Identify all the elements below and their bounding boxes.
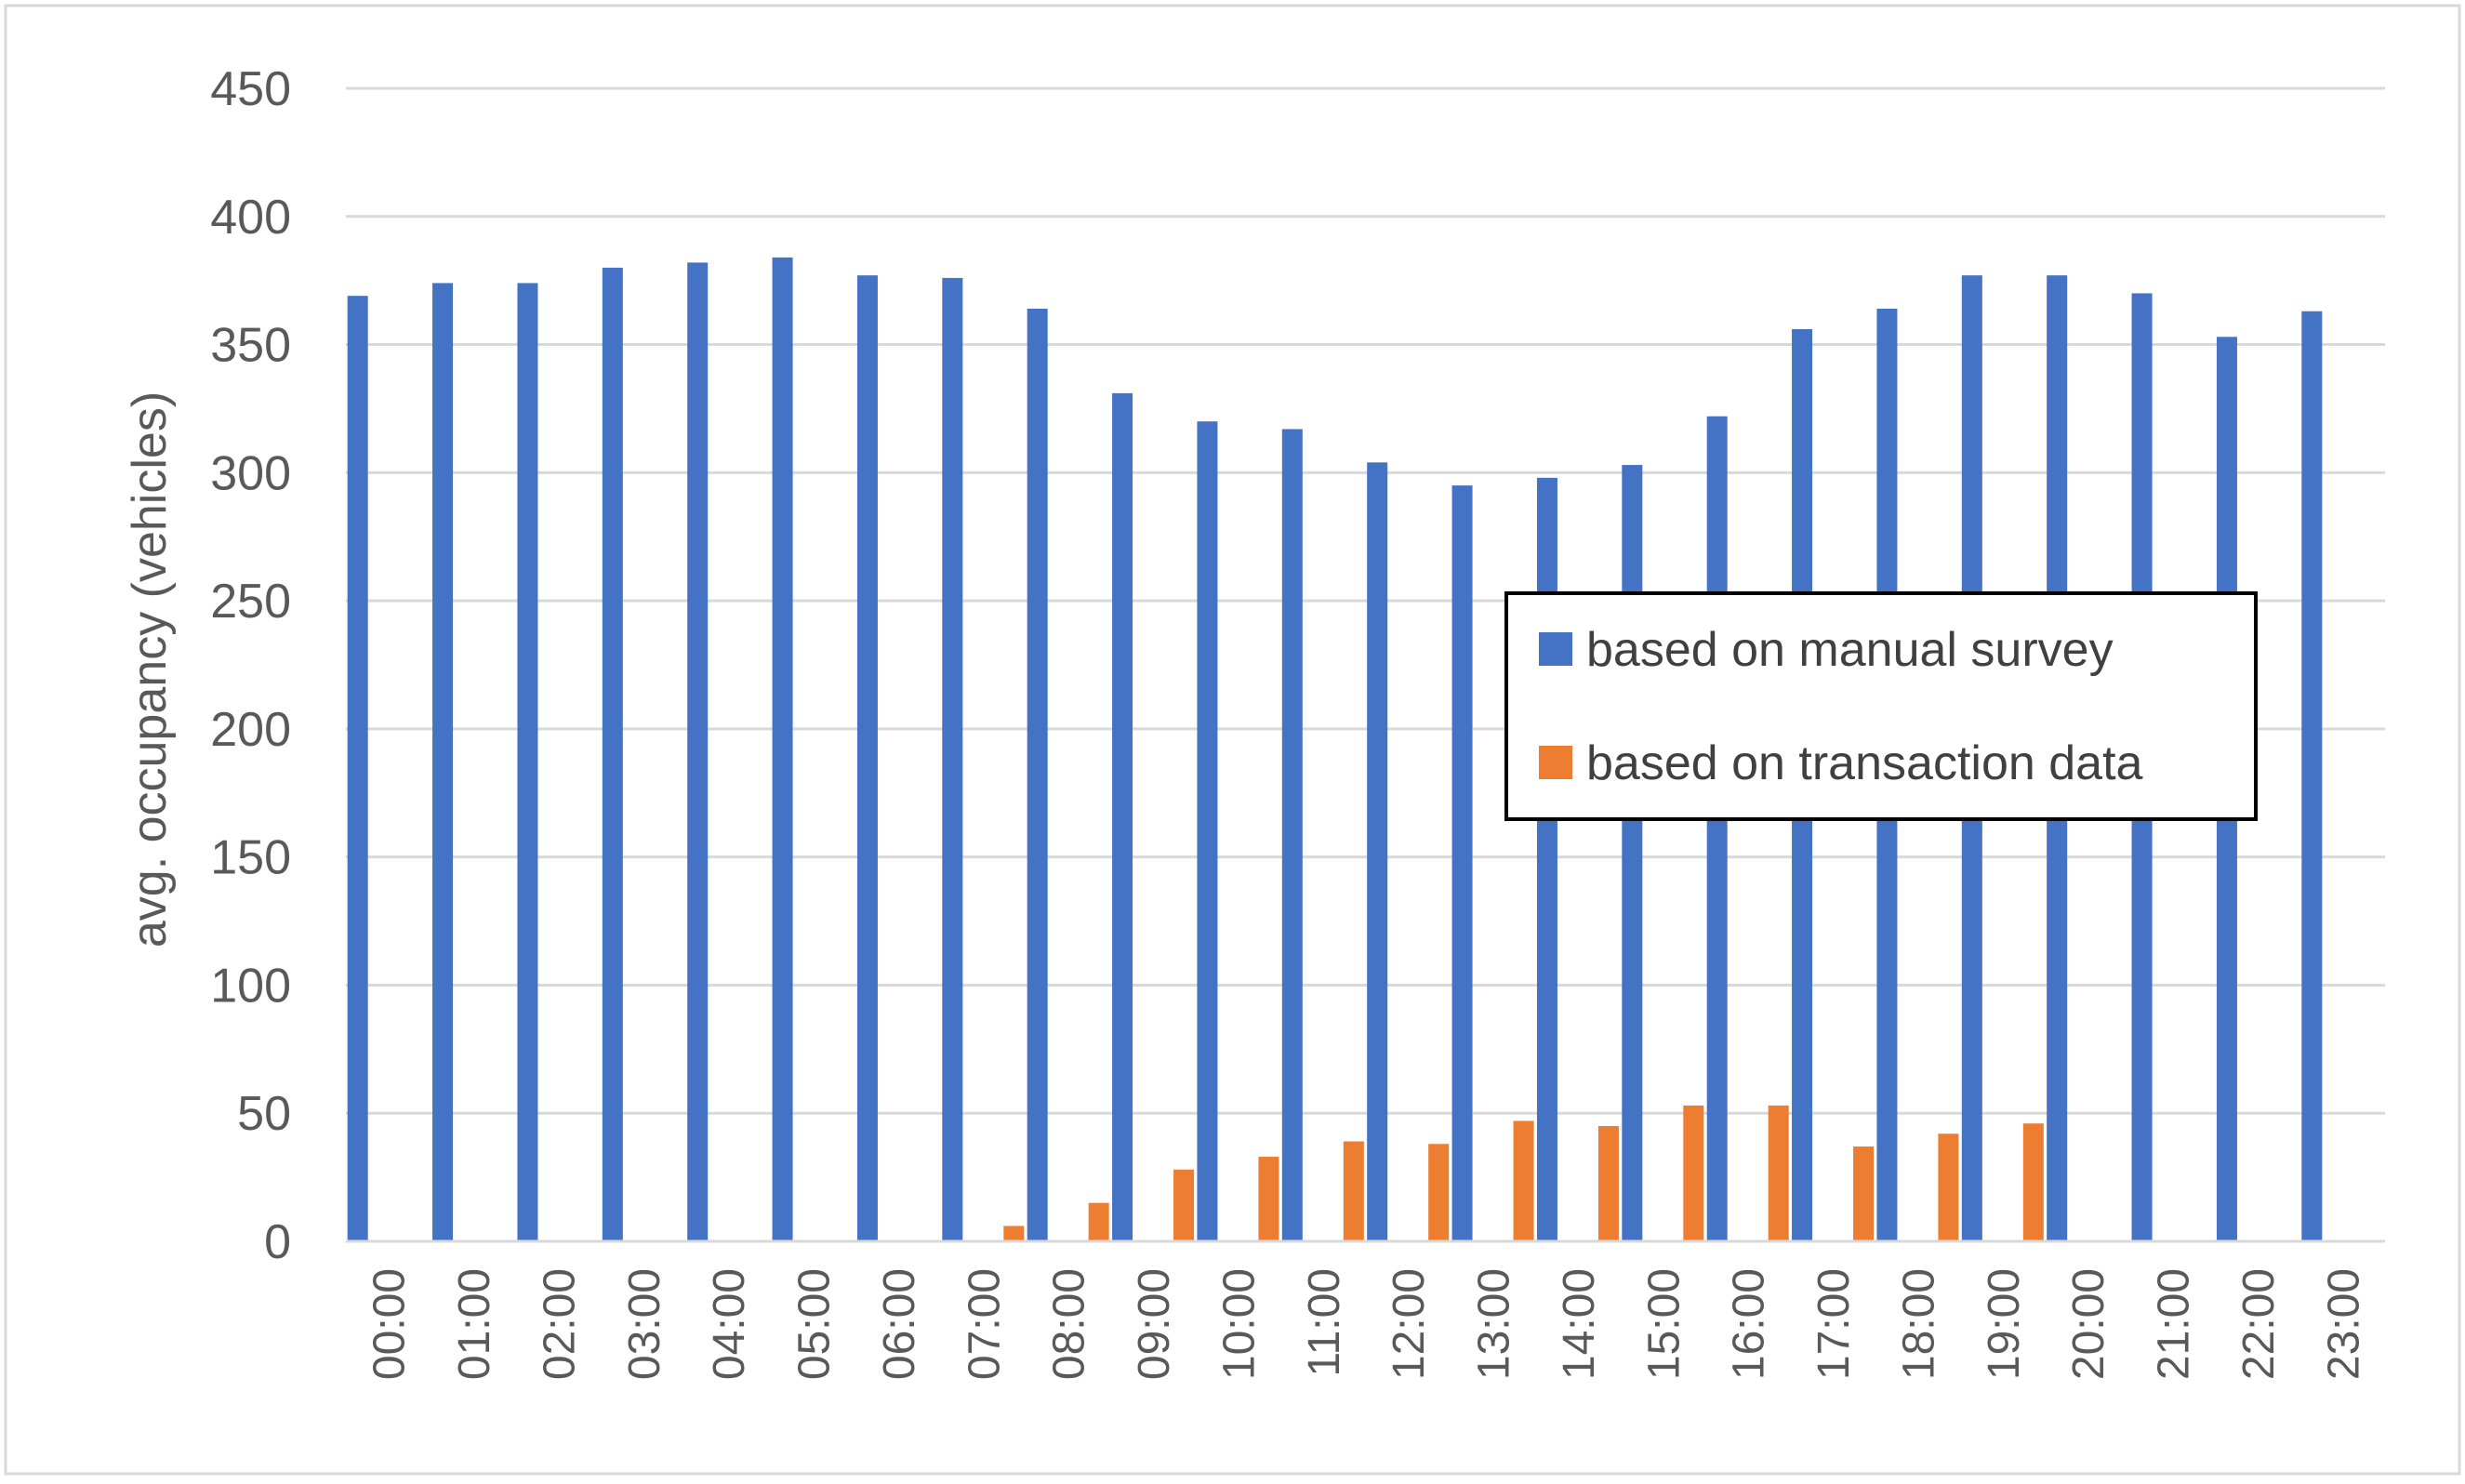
x-tick-label: 04:00 <box>705 1268 754 1380</box>
bar-manual-survey-0500 <box>772 257 793 1241</box>
x-tick-label: 15:00 <box>1639 1268 1689 1380</box>
x-tick-label: 17:00 <box>1809 1268 1859 1380</box>
bar-transaction-data-1900 <box>2022 1123 2044 1241</box>
bar-manual-survey-1300 <box>1451 485 1473 1241</box>
bar-manual-survey-1200 <box>1367 462 1388 1241</box>
x-tick-label: 11:00 <box>1300 1268 1349 1377</box>
y-tick-label: 200 <box>210 703 291 757</box>
x-tick-label: 10:00 <box>1214 1268 1264 1380</box>
bar-transaction-data-1800 <box>1938 1133 1959 1241</box>
x-tick-label: 19:00 <box>1980 1268 2029 1380</box>
bar-manual-survey-0100 <box>432 283 454 1241</box>
bar-transaction-data-0900 <box>1173 1169 1195 1241</box>
y-axis-ticks: 0 50 100 150 200 250 300 350 400 450 <box>210 62 291 1269</box>
bar-transaction-data-1100 <box>1343 1141 1364 1241</box>
legend-swatch-transaction-data <box>1539 746 1572 779</box>
bar-manual-survey-0300 <box>602 267 623 1241</box>
x-tick-label: 13:00 <box>1470 1268 1519 1380</box>
legend-label-transaction-data: based on transaction data <box>1586 736 2143 790</box>
bar-transaction-data-1200 <box>1428 1144 1450 1241</box>
x-tick-label: 16:00 <box>1725 1268 1774 1380</box>
bar-manual-survey-0900 <box>1112 392 1133 1241</box>
x-tick-label: 05:00 <box>790 1268 840 1380</box>
x-tick-label: 23:00 <box>2319 1268 2368 1380</box>
x-tick-label: 00:00 <box>365 1268 415 1380</box>
y-tick-label: 100 <box>210 959 291 1013</box>
bar-manual-survey-1500 <box>1622 465 1643 1242</box>
bar-transaction-data-0800 <box>1088 1202 1109 1241</box>
y-tick-label: 0 <box>264 1215 291 1269</box>
y-axis-title: avg. occupancy (vehicles) <box>123 391 177 947</box>
bar-manual-survey-1100 <box>1281 429 1303 1241</box>
x-tick-label: 20:00 <box>2064 1268 2114 1380</box>
x-tick-label: 12:00 <box>1385 1268 1434 1380</box>
bar-transaction-data-1400 <box>1597 1126 1619 1241</box>
bar-manual-survey-0800 <box>1027 308 1048 1241</box>
bar-transaction-data-0700 <box>1003 1226 1025 1241</box>
legend: based on manual survey based on transact… <box>1504 591 2258 821</box>
legend-swatch-manual-survey <box>1539 632 1572 666</box>
x-tick-label: 14:00 <box>1555 1268 1604 1380</box>
bar-manual-survey-0700 <box>942 277 963 1241</box>
x-tick-label: 22:00 <box>2234 1268 2284 1380</box>
bar-manual-survey-1600 <box>1706 416 1728 1241</box>
legend-entry-manual-survey: based on manual survey <box>1539 623 2114 677</box>
bar-transaction-data-1700 <box>1853 1146 1875 1241</box>
x-tick-label: 07:00 <box>960 1268 1009 1380</box>
bar-manual-survey-2300 <box>2301 311 2323 1241</box>
x-tick-label: 18:00 <box>1894 1268 1943 1380</box>
bar-manual-survey-0200 <box>517 283 538 1241</box>
bar-manual-survey-0600 <box>856 275 878 1242</box>
x-tick-label: 09:00 <box>1130 1268 1179 1380</box>
x-tick-label: 02:00 <box>535 1268 584 1380</box>
y-tick-label: 450 <box>210 62 291 116</box>
y-tick-label: 400 <box>210 191 291 245</box>
gridlines <box>346 86 2385 1115</box>
legend-box <box>1504 591 2258 821</box>
bar-transaction-data-1500 <box>1683 1105 1704 1241</box>
bar-transaction-data-1300 <box>1513 1120 1534 1241</box>
y-tick-label: 300 <box>210 446 291 500</box>
bar-manual-survey-1000 <box>1197 421 1218 1241</box>
x-tick-label: 03:00 <box>620 1268 669 1380</box>
y-tick-label: 150 <box>210 831 291 885</box>
y-tick-label: 250 <box>210 575 291 629</box>
bar-manual-survey-0400 <box>687 262 709 1241</box>
x-tick-label: 06:00 <box>875 1268 924 1380</box>
bar-transaction-data-1600 <box>1768 1105 1789 1241</box>
y-tick-label: 50 <box>237 1087 291 1141</box>
legend-label-manual-survey: based on manual survey <box>1586 623 2114 677</box>
bar-transaction-data-1000 <box>1258 1157 1279 1241</box>
bar-manual-survey-0000 <box>347 296 368 1241</box>
x-tick-label: 01:00 <box>450 1268 499 1380</box>
x-tick-label: 21:00 <box>2150 1268 2199 1380</box>
y-tick-label: 350 <box>210 319 291 373</box>
x-axis-ticks: 00:00 01:00 02:00 03:00 04:00 05:00 06:00 07:00… <box>365 1268 2369 1380</box>
legend-entry-transaction-data: based on transaction data <box>1539 736 2143 790</box>
x-tick-label: 08:00 <box>1045 1268 1094 1380</box>
